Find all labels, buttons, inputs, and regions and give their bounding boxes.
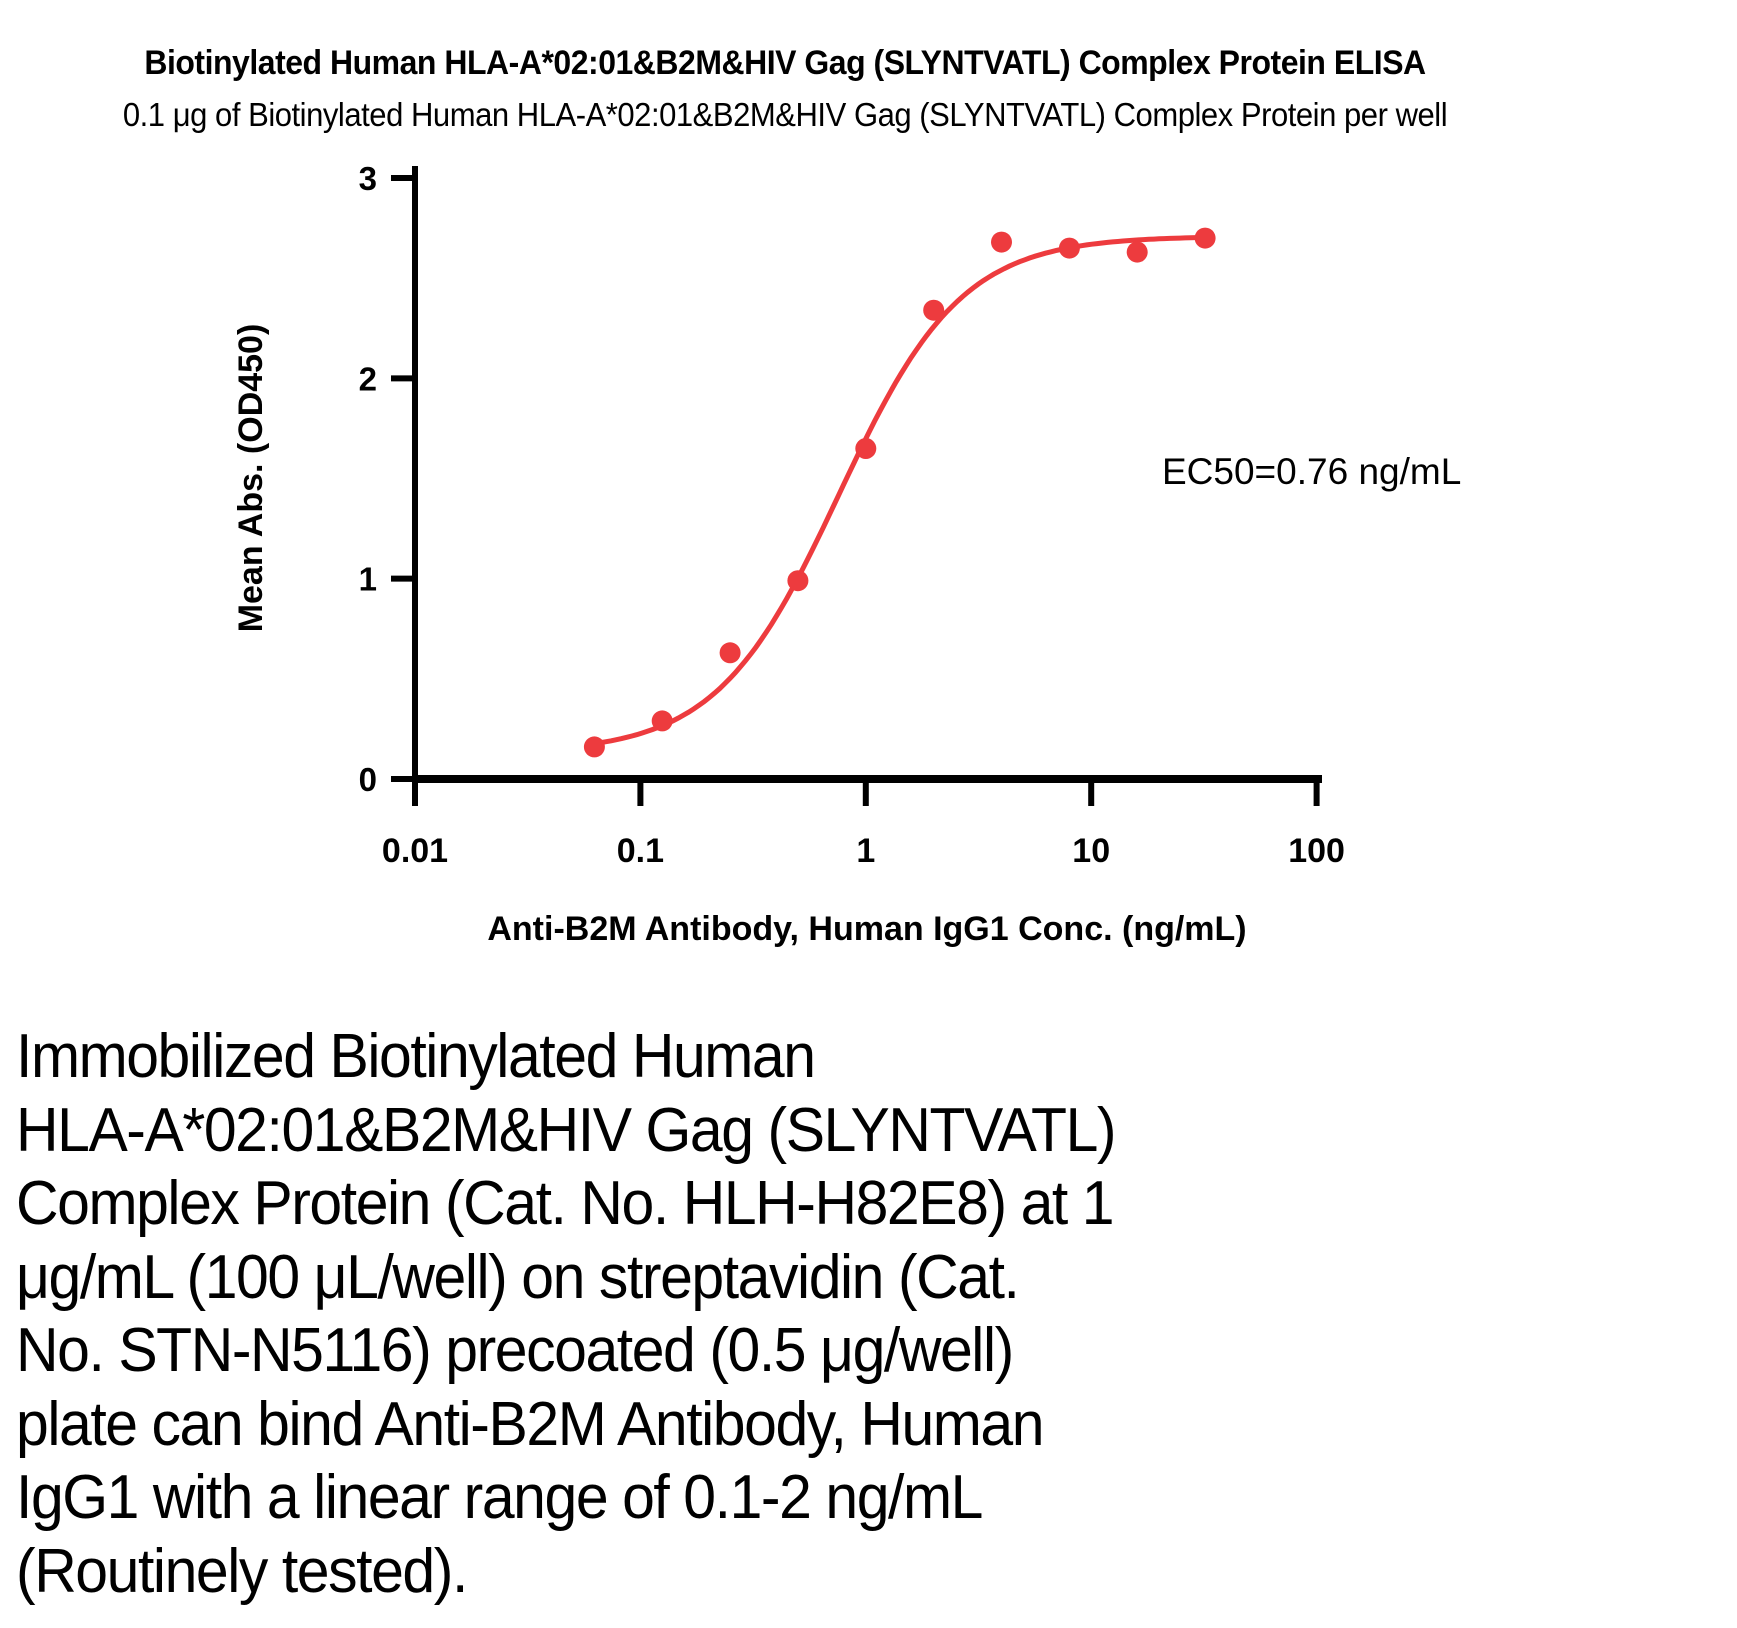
x-tick-label: 10 [1072,832,1110,870]
data-point [583,736,605,758]
data-point [651,710,673,732]
x-tick-label: 0.01 [382,832,448,870]
data-point [855,438,877,459]
y-tick-label: 3 [359,160,377,197]
y-tick-label: 1 [359,561,377,598]
data-point [719,642,741,664]
caption-line: IgG1 with a linear range of 0.1-2 ng/mL [16,1463,983,1532]
figure-subtitle: 0.1 μg of Biotinylated Human HLA-A*02:01… [122,96,1448,133]
figure-caption: Immobilized Biotinylated Human HLA-A*02:… [16,1020,1117,1608]
caption-line: No. STN-N5116) precoated (0.5 μg/well) [16,1316,1014,1385]
fit-curve [585,234,1206,748]
caption-line: (Routinely tested). [16,1536,468,1606]
x-tick-label: 100 [1288,832,1345,870]
data-point [923,299,945,321]
elisa-plot: 0 1 2 3 0.01 0.1 1 10 100 Anti-B2M Antibody, Huma… [232,160,1461,948]
data-point [1058,237,1080,259]
x-tick-label: 0.1 [617,832,664,870]
caption-line: Complex Protein (Cat. No. HLH-H82E8) at … [16,1169,1115,1238]
data-point [991,231,1012,253]
x-axis-title: Anti-B2M Antibody, Human IgG1 Conc. (ng/… [487,910,1246,948]
caption-line: HLA-A*02:01&B2M&HIV Gag (SLYNTVATL) [16,1095,1117,1165]
y-tick-label: 0 [359,761,377,798]
y-axis-title: Mean Abs. (OD450) [232,324,270,633]
caption-line: μg/mL (100 μL/well) on streptavidin (Cat… [16,1242,1020,1312]
x-tick-label: 1 [856,832,875,870]
data-point [1194,227,1216,249]
figure-title: Biotinylated Human HLA-A*02:01&B2M&HIV G… [144,44,1426,82]
caption-line: Immobilized Biotinylated Human [16,1022,816,1091]
y-tick-label: 2 [359,360,377,397]
data-point [1126,241,1148,263]
data-point [787,570,809,592]
ec50-annotation: EC50=0.76 ng/mL [1162,451,1461,492]
caption-line: plate can bind Anti-B2M Antibody, Human [16,1389,1045,1459]
